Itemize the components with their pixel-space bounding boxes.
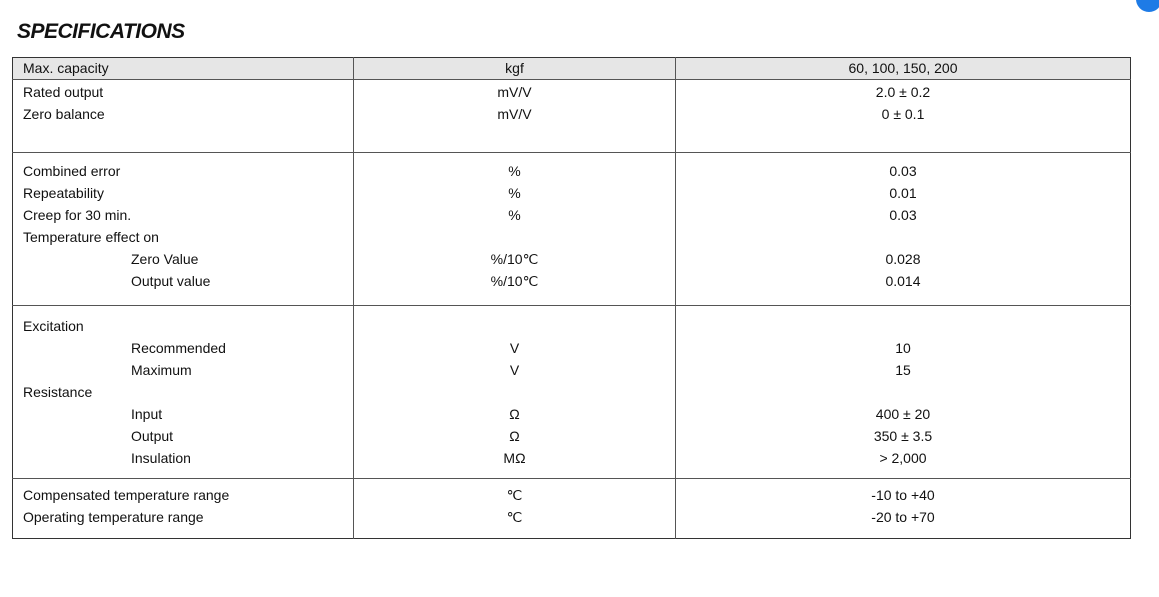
spec-label: Combined error <box>23 163 121 179</box>
spec-group: Excitation Recommended Maximum Resistance In… <box>12 305 1131 479</box>
spec-value: > 2,000 <box>879 450 927 466</box>
spec-label: Creep for 30 min. <box>23 207 132 223</box>
spec-label: Rated output <box>23 84 104 100</box>
spec-value: 0.014 <box>885 273 921 289</box>
spec-value: 0.01 <box>889 185 917 201</box>
spec-label: Zero balance <box>23 106 105 122</box>
spec-unit: mV/V <box>497 84 532 100</box>
spec-value: -10 to +40 <box>871 487 935 503</box>
spec-label: Insulation <box>131 450 191 466</box>
header-label: Max. capacity <box>12 57 354 80</box>
spec-unit <box>354 381 675 403</box>
spec-unit: mV/V <box>497 106 532 122</box>
spec-label: Compensated temperature range <box>23 487 230 503</box>
spec-label: Recommended <box>131 340 226 356</box>
spec-label: Input <box>131 406 163 422</box>
spec-group: Combined error Repeatability Creep for 30 … <box>12 152 1131 306</box>
spec-value: 350 ± 3.5 <box>873 428 933 444</box>
spec-label: Temperature effect on <box>23 229 159 245</box>
spec-value: 2.0 ± 0.2 <box>875 84 931 100</box>
header-value: 60, 100, 150, 200 <box>675 57 1131 80</box>
spec-label: Resistance <box>23 384 93 400</box>
spec-value: 0 ± 0.1 <box>881 106 925 122</box>
spec-unit: % <box>508 163 521 179</box>
spec-unit: MΩ <box>503 450 526 466</box>
spec-value: 0.028 <box>885 251 921 267</box>
spec-unit: ℃ <box>506 487 523 503</box>
table-header-row: Max. capacity kgf 60, 100, 150, 200 <box>12 57 1131 80</box>
spec-value: 10 <box>895 340 911 356</box>
spec-unit <box>354 315 675 337</box>
spec-label: Excitation <box>23 318 84 334</box>
spec-label: Output value <box>131 273 211 289</box>
specifications-table: Max. capacity kgf 60, 100, 150, 200 Rate… <box>12 57 1131 539</box>
spec-label: Maximum <box>131 362 192 378</box>
spec-unit: %/10℃ <box>490 251 539 267</box>
spec-group: Rated output Zero balance mV/V mV/V 2.0 ± 0.… <box>12 79 1131 153</box>
spec-unit: % <box>508 185 521 201</box>
spec-value <box>676 226 1130 248</box>
spec-unit <box>354 226 675 248</box>
spec-value: 400 ± 20 <box>875 406 931 422</box>
spec-value <box>676 381 1130 403</box>
header-unit: kgf <box>353 57 676 80</box>
spec-unit: % <box>508 207 521 223</box>
spec-unit: ℃ <box>506 509 523 525</box>
page-title: SPECIFICATIONS <box>17 20 185 43</box>
spec-group: Compensated temperature range Operating t… <box>12 478 1131 539</box>
spec-value: -20 to +70 <box>871 509 935 525</box>
spec-label: Output <box>131 428 174 444</box>
spec-label: Zero Value <box>131 251 199 267</box>
spec-unit: Ω <box>509 406 520 422</box>
spec-label: Repeatability <box>23 185 104 201</box>
spec-label: Operating temperature range <box>23 509 204 525</box>
spec-unit: V <box>509 340 520 356</box>
spec-value: 0.03 <box>889 207 917 223</box>
spec-value: 15 <box>895 362 911 378</box>
spec-value: 0.03 <box>889 163 917 179</box>
spec-unit: V <box>509 362 520 378</box>
scroll-indicator-icon <box>1136 0 1159 12</box>
spec-value <box>676 315 1130 337</box>
spec-unit: %/10℃ <box>490 273 539 289</box>
spec-unit: Ω <box>509 428 520 444</box>
